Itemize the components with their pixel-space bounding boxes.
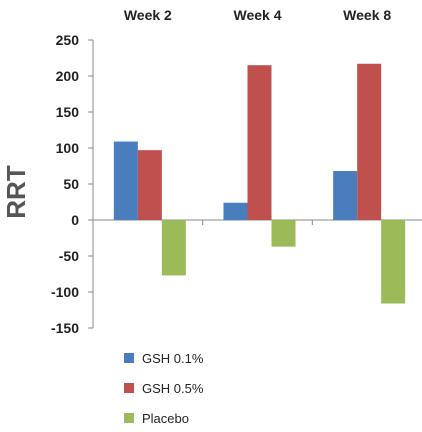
legend-swatch [124,413,134,423]
category-label: Week 4 [234,7,282,23]
legend-label: Placebo [142,411,189,426]
category-label: Week 8 [343,7,391,23]
y-tick-label: 250 [56,32,80,48]
bar [161,220,186,276]
legend-swatch [124,383,134,393]
legend-swatch [124,353,134,363]
bar [247,65,272,220]
bar [381,220,406,304]
legend-label: GSH 0.1% [142,351,204,366]
bar [271,220,296,247]
bar [357,63,382,221]
y-tick-label: 200 [56,68,80,84]
legend: GSH 0.1% GSH 0.5% Placebo [124,351,204,426]
y-tick-label: -50 [59,248,79,264]
y-tick-label: 150 [56,104,80,120]
legend-label: GSH 0.5% [142,381,204,396]
y-tick-label: 50 [63,176,79,192]
bar [223,202,248,220]
y-axis-label: RRT [1,165,31,219]
y-tick-label: 100 [56,140,80,156]
bar [333,171,358,220]
bar [113,141,138,220]
y-tick-label: -100 [51,284,79,300]
bar [137,150,162,220]
category-label: Week 2 [124,7,172,23]
y-tick-label: 0 [71,212,79,228]
plot-area: 250 200 150 100 50 0 -50 -100 -150 Week 2 Week 4 We… [51,7,422,336]
y-tick-label: -150 [51,320,79,336]
